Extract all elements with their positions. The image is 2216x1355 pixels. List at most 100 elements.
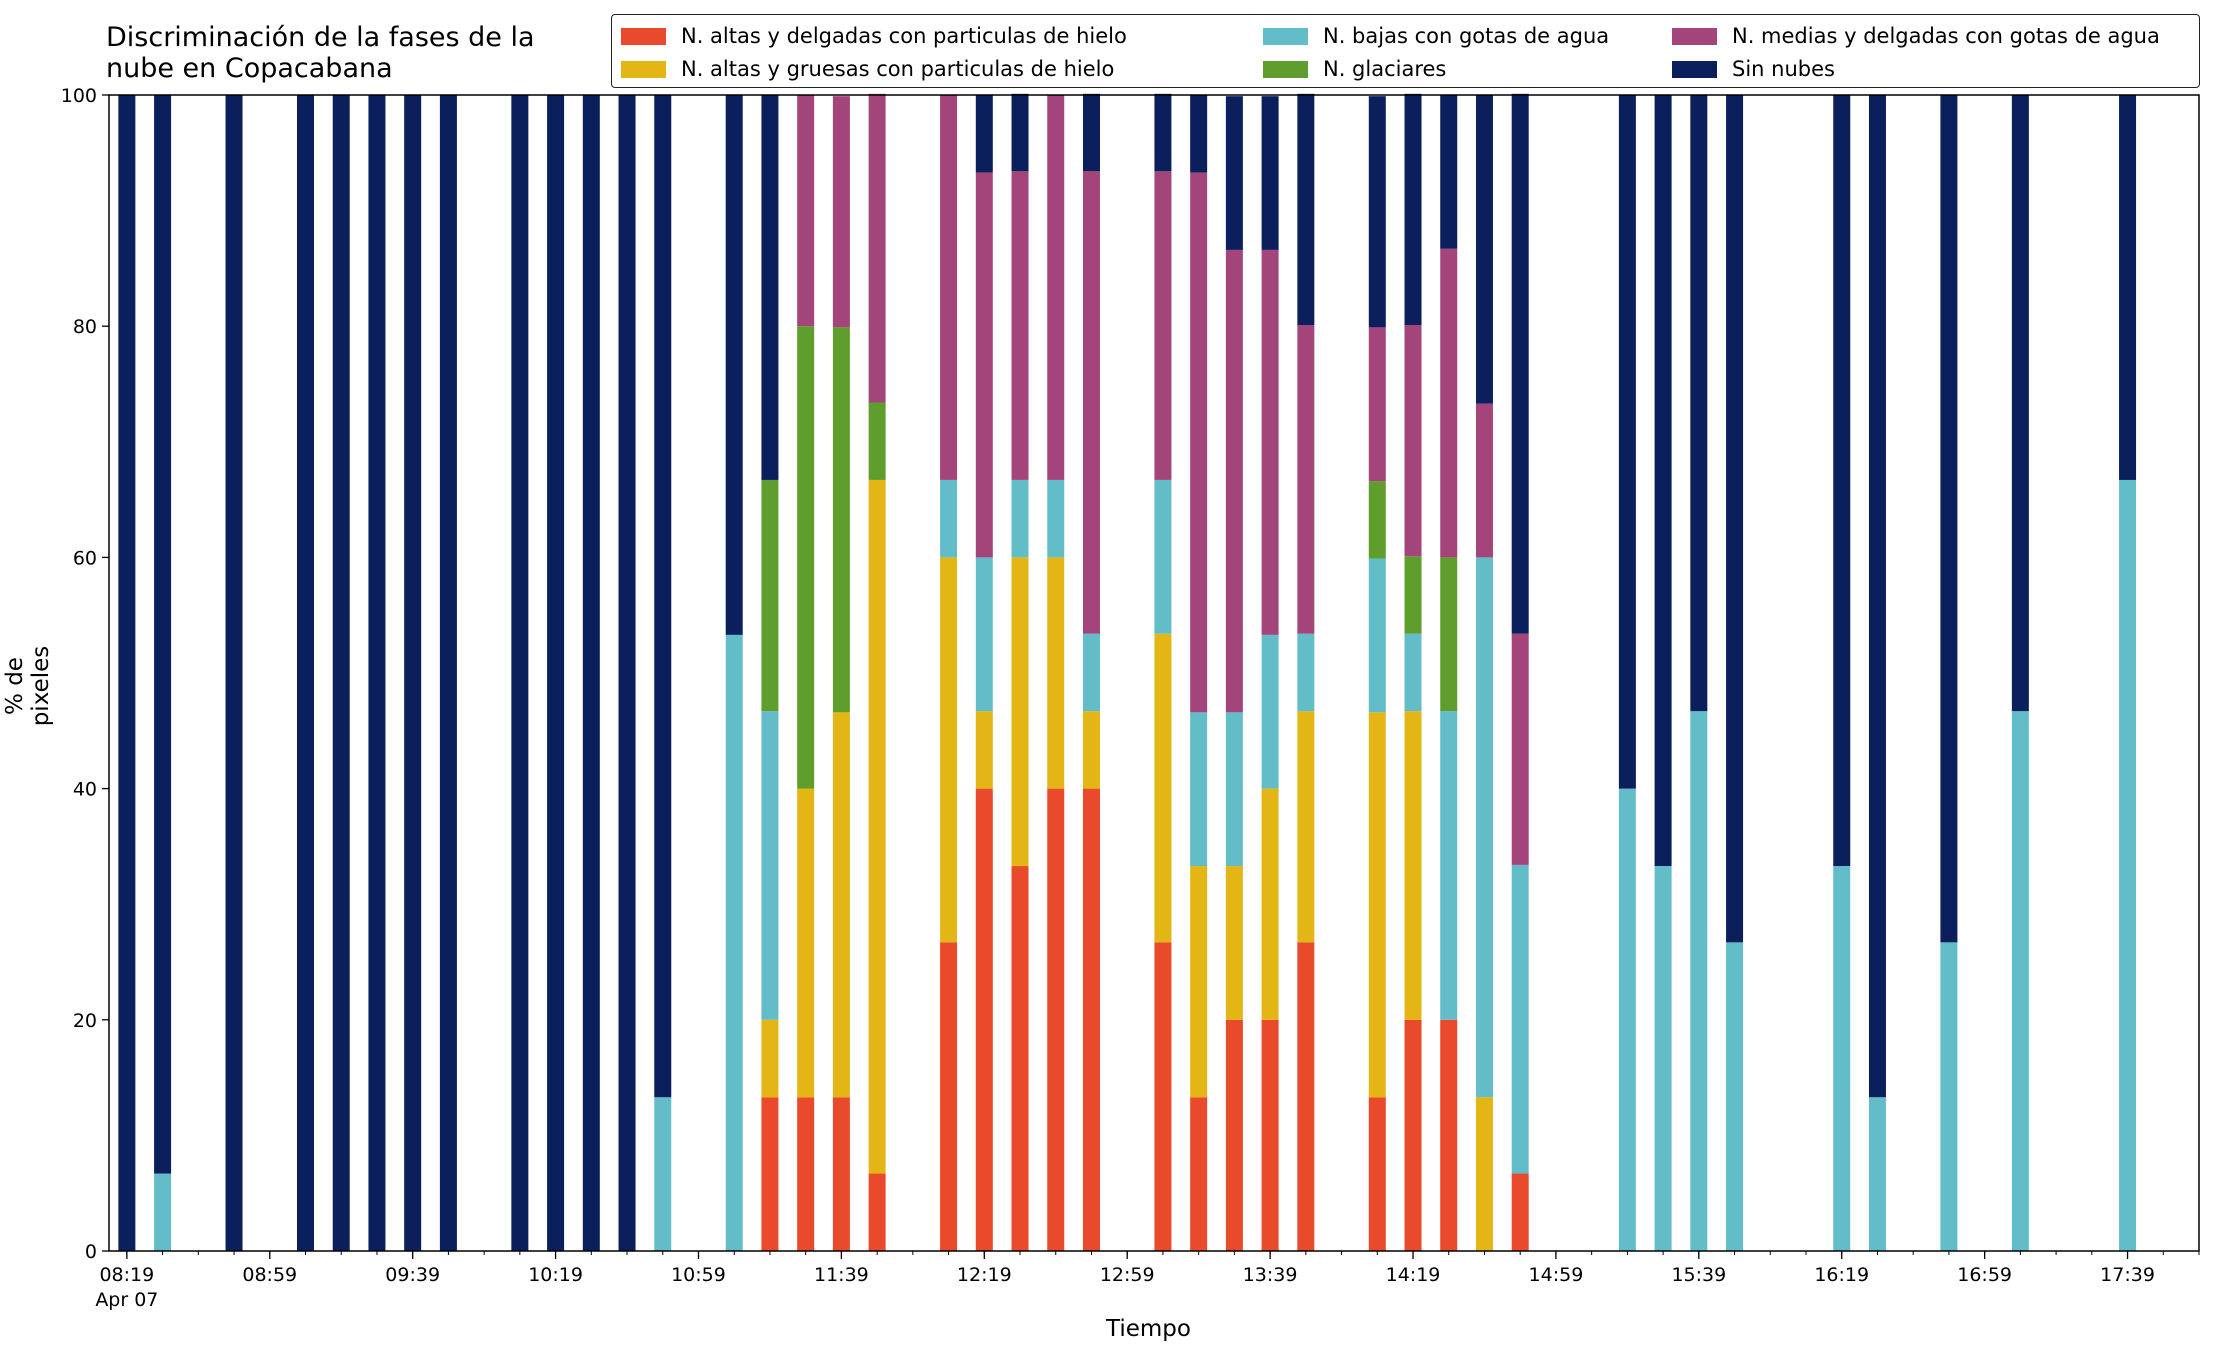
x-tick-label: 15:39 <box>1671 1264 1726 1286</box>
bar-segment <box>1082 633 1100 712</box>
bar-segment <box>1154 479 1172 634</box>
bar-segment <box>1297 711 1315 943</box>
bar-segment <box>1225 866 1243 1020</box>
x-tick-label: 16:59 <box>1957 1264 2012 1286</box>
bar-segment <box>975 711 993 789</box>
bar-segment <box>868 479 886 1174</box>
bar-segment <box>2119 479 2137 1251</box>
bar-segment <box>1082 93 1100 172</box>
bar-segment <box>1011 557 1029 867</box>
x-tick-label: 08:19 <box>99 1264 154 1286</box>
x-axis-title: Tiempo <box>1106 1316 1191 1342</box>
legend-swatch <box>1672 60 1717 78</box>
legend-label: Sin nubes <box>1732 57 1835 81</box>
bar-segment <box>332 95 350 1251</box>
bar-segment <box>1261 1019 1279 1251</box>
bar-segment <box>868 1173 886 1251</box>
bar-segment <box>1868 1097 1886 1251</box>
bar-segment <box>1511 633 1529 865</box>
bar-segment <box>1368 481 1386 559</box>
bar-segment <box>797 95 815 327</box>
bar-segment <box>1082 788 1100 1251</box>
bar-segment <box>1475 557 1493 1098</box>
bar-segment <box>1368 558 1386 713</box>
bar-segment <box>868 402 886 480</box>
bar-segment <box>1047 557 1065 789</box>
bar-segment <box>1011 171 1029 480</box>
bar-segment <box>1225 712 1243 867</box>
x-tick-label: 13:39 <box>1243 1264 1298 1286</box>
bar-segment <box>1690 711 1708 1251</box>
bar-segment <box>832 712 850 1098</box>
bar-segment <box>1833 866 1851 1251</box>
bar-segment <box>154 95 172 1174</box>
x-tick-label: 09:39 <box>385 1264 440 1286</box>
bar-segment <box>2011 711 2029 1251</box>
legend-label: N. altas y delgadas con particulas de hi… <box>681 24 1127 48</box>
bar-segment <box>1368 1097 1386 1251</box>
bar-segment <box>1833 95 1851 867</box>
bar-segment <box>832 1097 850 1251</box>
legend-item: N. bajas con gotas de agua <box>1263 22 1609 50</box>
bar-segment <box>1190 172 1208 713</box>
bar-segment <box>547 95 565 1251</box>
bar-segment <box>1368 327 1386 482</box>
bar-segment <box>154 1173 172 1251</box>
bar-segment <box>582 95 600 1251</box>
y-tick-label: 0 <box>85 1241 97 1263</box>
bars-layer <box>118 93 2137 1251</box>
bar-segment <box>1225 249 1243 713</box>
legend-item: N. altas y gruesas con particulas de hie… <box>621 55 1114 83</box>
bar-segment <box>761 479 779 712</box>
bar-segment <box>1475 95 1493 404</box>
bar-segment <box>225 95 243 1251</box>
bar-segment <box>1297 942 1315 1251</box>
bar-segment <box>1297 93 1315 326</box>
bar-segment <box>1368 96 1386 328</box>
x-tick-label: 12:19 <box>957 1264 1012 1286</box>
bar-segment <box>618 95 636 1251</box>
bar-segment <box>761 95 779 480</box>
bar-segment <box>1404 633 1422 712</box>
legend-item: Sin nubes <box>1672 55 1835 83</box>
bar-segment <box>1011 93 1029 172</box>
bar-segment <box>1261 96 1279 250</box>
legend: N. altas y delgadas con particulas de hi… <box>611 14 2200 88</box>
bar-segment <box>1368 712 1386 1098</box>
bar-segment <box>1511 864 1529 1174</box>
x-tick-label: 10:59 <box>671 1264 726 1286</box>
bar-segment <box>832 327 850 713</box>
legend-swatch <box>621 60 666 78</box>
bar-segment <box>1511 93 1529 634</box>
bar-segment <box>797 326 815 789</box>
bar-segment <box>1404 93 1422 326</box>
bar-segment <box>725 634 743 1251</box>
bar-segment <box>1440 557 1458 712</box>
bar-segment <box>1440 248 1458 558</box>
legend-item: N. glaciares <box>1263 55 1446 83</box>
legend-item: N. altas y delgadas con particulas de hi… <box>621 22 1127 50</box>
bar-segment <box>1940 942 1958 1251</box>
bar-segment <box>1868 95 1886 1098</box>
bar-segment <box>797 1097 815 1251</box>
bar-segment <box>940 479 958 558</box>
bar-segment <box>654 95 672 1098</box>
bar-segment <box>725 95 743 635</box>
bar-segment <box>1261 249 1279 635</box>
x-tick-label: 08:59 <box>242 1264 297 1286</box>
bar-segment <box>1190 866 1208 1098</box>
bar-segment <box>1618 95 1636 789</box>
bar-segment <box>975 172 993 558</box>
bar-segment <box>1154 633 1172 943</box>
bar-segment <box>1726 942 1744 1251</box>
legend-item: N. medias y delgadas con gotas de agua <box>1672 22 2160 50</box>
bar-segment <box>1475 1097 1493 1251</box>
plot-frame <box>108 94 2200 1252</box>
bar-segment <box>975 95 993 173</box>
bar-segment <box>1225 1019 1243 1251</box>
bar-segment <box>940 95 958 480</box>
x-tick-sublabel: Apr 07 <box>95 1289 158 1311</box>
bar-segment <box>1011 866 1029 1251</box>
bar-segment <box>1475 403 1493 558</box>
bar-segment <box>404 95 422 1251</box>
